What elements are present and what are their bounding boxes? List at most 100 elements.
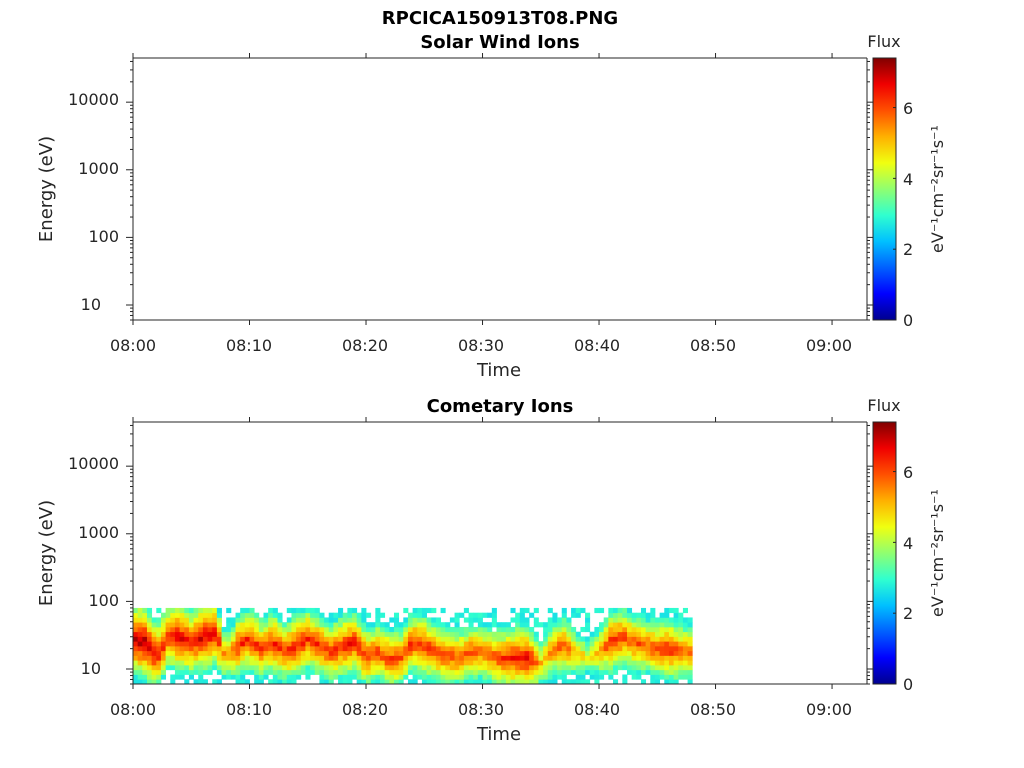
- heatmap-cell: [319, 612, 325, 618]
- heatmap-cell: [519, 669, 525, 675]
- heatmap-cell: [272, 622, 278, 628]
- heatmap-cell: [179, 612, 185, 618]
- heatmap-cell: [594, 607, 600, 614]
- heatmap-cell: [384, 679, 390, 684]
- heatmap-cell: [347, 607, 353, 614]
- heatmap-cell: [151, 664, 157, 671]
- x-tick-marks: [132, 417, 833, 689]
- heatmap-cell: [496, 622, 502, 628]
- heatmap-cell: [449, 617, 455, 623]
- heatmap-cell: [668, 617, 674, 623]
- colorbar-tick-label: 6: [903, 463, 913, 482]
- heatmap-cell: [300, 636, 306, 642]
- heatmap-cell: [254, 664, 260, 671]
- heatmap-cell: [561, 655, 567, 661]
- heatmap-cell: [170, 617, 176, 623]
- heatmap-cell: [389, 636, 395, 642]
- heatmap-cell: [272, 612, 278, 618]
- heatmap-cell: [501, 669, 507, 675]
- heatmap-cell: [524, 636, 530, 642]
- heatmap-cell: [557, 622, 563, 628]
- heatmap-cell: [510, 650, 516, 656]
- heatmap-cell: [198, 645, 204, 652]
- heatmap-cell: [277, 664, 283, 671]
- heatmap-cell: [179, 650, 185, 656]
- heatmap-cell: [300, 641, 306, 647]
- heatmap-cell: [449, 645, 455, 652]
- heatmap-cell: [389, 631, 395, 637]
- heatmap-cell: [589, 674, 595, 680]
- heatmap-cell: [216, 660, 222, 666]
- heatmap-cell: [193, 631, 199, 637]
- heatmap-cell: [356, 660, 362, 666]
- heatmap-cell: [650, 669, 656, 675]
- heatmap-cell: [361, 631, 367, 637]
- heatmap-cell: [230, 660, 236, 666]
- heatmap-cell: [142, 631, 148, 637]
- heatmap-cell: [352, 669, 358, 675]
- heatmap-cell: [300, 612, 306, 618]
- heatmap-cell: [356, 679, 362, 684]
- heatmap-cell: [310, 607, 316, 614]
- heatmap-cell: [165, 655, 171, 661]
- heatmap-cell: [449, 679, 455, 684]
- heatmap-cell: [678, 664, 684, 671]
- heatmap-cell: [221, 664, 227, 671]
- heatmap-cell: [235, 631, 241, 637]
- heatmap-cell: [510, 660, 516, 666]
- heatmap-cell: [305, 664, 311, 671]
- heatmap-cell: [244, 650, 250, 656]
- heatmap-cell: [533, 645, 539, 652]
- heatmap-cell: [687, 655, 693, 661]
- heatmap-cell: [146, 655, 153, 661]
- heatmap-cell: [678, 626, 684, 633]
- heatmap-cell: [501, 674, 507, 680]
- heatmap-cell: [510, 626, 516, 633]
- heatmap-cell: [482, 636, 488, 642]
- heatmap-cell: [426, 631, 432, 637]
- heatmap-cell: [519, 679, 525, 684]
- heatmap-cell: [226, 636, 232, 642]
- heatmap-cell: [459, 655, 465, 661]
- heatmap-cell: [216, 607, 222, 614]
- heatmap-cell: [505, 674, 511, 680]
- heatmap-cell: [151, 631, 157, 637]
- heatmap-cell: [174, 631, 180, 637]
- heatmap-cell: [193, 664, 199, 671]
- heatmap-cell: [338, 631, 344, 637]
- heatmap-cell: [687, 636, 693, 642]
- heatmap-cell: [626, 669, 633, 675]
- heatmap-cell: [272, 674, 278, 680]
- heatmap-cell: [174, 645, 180, 652]
- heatmap-cell: [617, 607, 623, 614]
- heatmap-cell: [603, 622, 609, 628]
- heatmap-cell: [594, 664, 600, 671]
- heatmap-cell: [668, 626, 674, 633]
- heatmap-cell: [291, 631, 297, 637]
- heatmap-cell: [347, 660, 353, 666]
- heatmap-cell: [324, 645, 330, 652]
- heatmap-cell: [370, 664, 376, 671]
- heatmap-cell: [631, 669, 637, 675]
- heatmap-cell: [361, 626, 367, 633]
- heatmap-cell: [291, 664, 297, 671]
- heatmap-cell: [352, 631, 358, 637]
- heatmap-cell: [324, 641, 330, 647]
- heatmap-cell: [417, 636, 423, 642]
- heatmap-cell: [682, 674, 688, 680]
- heatmap-cell: [249, 636, 255, 642]
- heatmap-cell: [216, 617, 222, 623]
- heatmap-cell: [291, 655, 297, 661]
- heatmap-cell: [170, 660, 176, 666]
- heatmap-cell: [538, 679, 544, 684]
- heatmap-cell: [310, 636, 316, 642]
- heatmap-cell: [640, 636, 647, 642]
- heatmap-cell: [575, 650, 581, 656]
- y-tick-label: 10000: [68, 90, 119, 109]
- heatmap-cell: [142, 626, 148, 633]
- heatmap-cell: [314, 641, 320, 647]
- heatmap-cell: [296, 641, 302, 647]
- heatmap-cell: [426, 626, 432, 633]
- heatmap-cell: [151, 641, 157, 647]
- heatmap-cell: [654, 664, 661, 671]
